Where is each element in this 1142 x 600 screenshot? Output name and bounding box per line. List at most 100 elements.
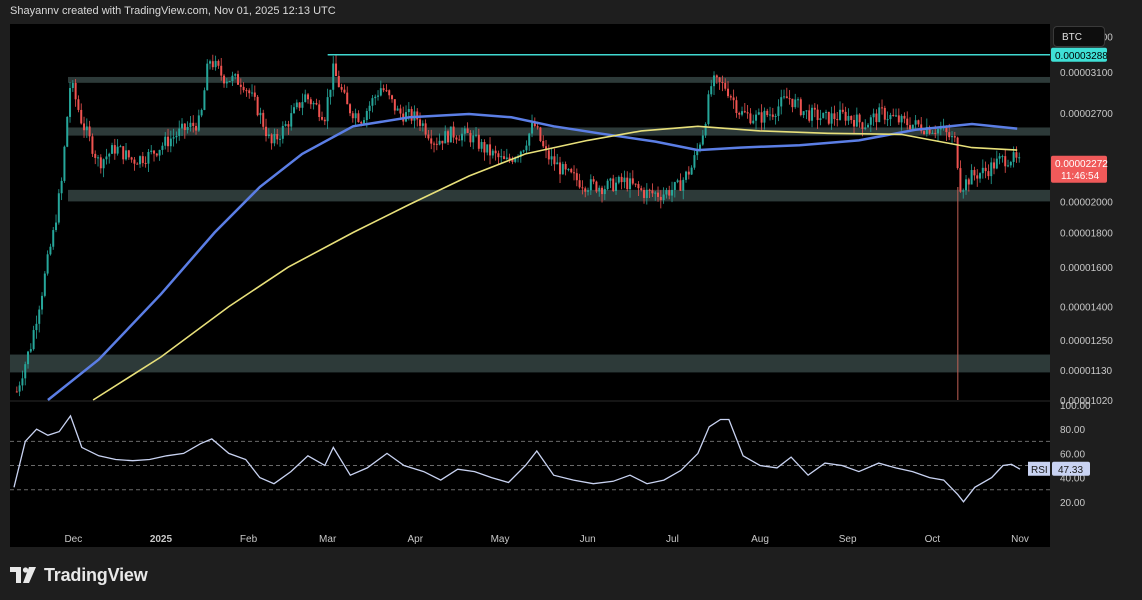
candle-body (780, 97, 783, 107)
candle-body (463, 128, 466, 134)
candle-body (321, 116, 324, 120)
candle-body (794, 99, 797, 108)
candle-body (755, 114, 758, 121)
candle-body (438, 140, 441, 145)
rsi-axis[interactable]: 100.00 80.00 60.00 40.00 20.00 (1060, 401, 1091, 509)
candle-body (374, 96, 377, 99)
candle-body (192, 122, 195, 127)
candle-body (237, 74, 240, 85)
candle-body (326, 97, 329, 122)
candle-body (735, 100, 738, 113)
candle-body (511, 159, 514, 162)
candle-body (169, 138, 172, 147)
candle-body (77, 99, 80, 110)
candle-body (189, 122, 192, 128)
candle-body (15, 391, 18, 393)
candle-body (343, 89, 346, 93)
candle-body (444, 131, 447, 144)
candle-body (559, 162, 562, 175)
candle-body (693, 155, 696, 168)
candle-body (153, 150, 156, 154)
candle-body (63, 146, 66, 181)
candle-body (536, 126, 539, 128)
candle-body (24, 364, 27, 379)
candle-body (841, 109, 844, 112)
candle-body (108, 153, 111, 157)
candle-body (424, 123, 427, 135)
rsi-value-label: 47.33 (1058, 465, 1083, 476)
candle-body (262, 112, 265, 127)
ticker-badge[interactable]: BTC (1053, 26, 1105, 47)
candle-body (133, 159, 136, 164)
candle-body (813, 107, 816, 110)
candle-body (80, 109, 83, 124)
candle-body (251, 92, 254, 94)
candle-body (900, 115, 903, 123)
candle-body (164, 136, 167, 146)
candle-body (895, 115, 898, 117)
candle-body (724, 82, 727, 89)
candle-body (699, 144, 702, 150)
candle-body (466, 128, 469, 133)
candle-body (892, 114, 895, 116)
candle-body (477, 134, 480, 149)
candle-body (144, 162, 147, 164)
candle-body (242, 86, 245, 91)
candle-body (869, 117, 872, 125)
candle-body (427, 134, 430, 139)
candle-body (836, 119, 839, 121)
time-tick-label: Jul (666, 534, 679, 545)
time-tick-label: Jun (580, 534, 596, 545)
candle-body (533, 122, 536, 127)
candle-body (35, 323, 38, 331)
candle-body (234, 74, 237, 76)
time-axis[interactable]: Dec 2025 Feb Mar Apr May Jun Jul Aug Sep Oct Nov (64, 534, 1028, 545)
candle-body (349, 104, 352, 114)
candle-body (228, 81, 231, 83)
candle-body (475, 134, 478, 136)
candle-body (99, 157, 102, 169)
candle-body (298, 102, 301, 108)
tradingview-logo[interactable]: TradingView (10, 565, 148, 585)
price-tick-label: 0.00001020 (1060, 396, 1113, 407)
candle-body (483, 142, 486, 153)
candle-body (601, 187, 604, 195)
candle-body (486, 144, 489, 153)
time-tick-label: Feb (240, 534, 258, 545)
candle-body (872, 113, 875, 118)
candle-body (808, 110, 811, 121)
resistance-price-badge (1051, 47, 1107, 62)
candle-body (195, 126, 198, 131)
time-tick-label: Mar (319, 534, 337, 545)
candle-body (480, 142, 483, 149)
rsi-layer (10, 414, 1050, 503)
rsi-tick-label: 80.00 (1060, 425, 1085, 436)
candle-body (410, 109, 413, 121)
candle-body (732, 97, 735, 101)
price-axis[interactable]: 0.000035000.000031000.000027000.00002000… (1060, 32, 1113, 407)
support-resistance-zone (68, 127, 1050, 136)
candle-body (822, 112, 825, 119)
candle-body (223, 75, 226, 84)
candle-body (259, 112, 262, 116)
candle-body (578, 180, 581, 188)
candle-body (934, 132, 937, 134)
candle-body (769, 114, 772, 116)
candle-body (514, 157, 517, 162)
candle-body (556, 162, 559, 165)
rsi-series-label: RSI (1031, 465, 1048, 476)
candle-body (685, 171, 688, 180)
candle-body (959, 168, 962, 192)
candle-body (998, 156, 1001, 159)
candle-body (629, 178, 632, 190)
candle-body (388, 90, 391, 96)
candle-body (645, 189, 648, 198)
candle-body (396, 108, 399, 111)
candle-body (315, 103, 318, 105)
time-tick-label: Sep (839, 534, 857, 545)
candle-body (573, 172, 576, 174)
candle-body (696, 149, 699, 156)
candle-body (797, 99, 800, 101)
candle-body (407, 109, 410, 113)
